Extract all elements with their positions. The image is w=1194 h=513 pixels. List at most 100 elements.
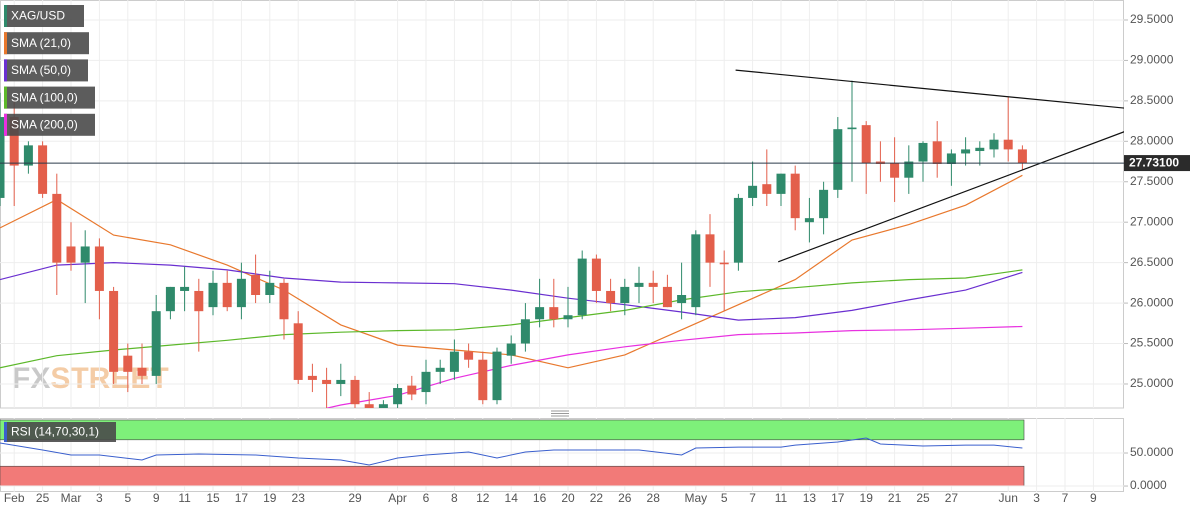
- legend-box: [4, 86, 95, 109]
- candle-body: [378, 404, 388, 408]
- x-tick-label: 21: [888, 491, 902, 505]
- candle-body: [904, 161, 914, 178]
- y-tick-label: 27.5000: [1130, 174, 1174, 188]
- x-tick-label: 22: [590, 491, 604, 505]
- candle-body: [449, 351, 459, 372]
- x-tick-label: 19: [263, 491, 277, 505]
- candle-body: [677, 294, 687, 304]
- x-tick-label: 26: [618, 491, 632, 505]
- x-tick-label: 25: [916, 491, 930, 505]
- x-tick-label: 23: [292, 491, 306, 505]
- candle-body: [520, 319, 530, 344]
- candle-body: [194, 290, 204, 312]
- x-tick-label: May: [684, 491, 707, 505]
- legend-swatch: [4, 113, 7, 136]
- x-tick-label: 11: [775, 491, 788, 505]
- x-tick-label: 5: [721, 491, 728, 505]
- candle-body: [492, 351, 502, 401]
- candle-body: [23, 145, 33, 166]
- x-tick-label: 25: [36, 491, 50, 505]
- x-tick-label: 9: [153, 491, 160, 505]
- x-tick-label: 17: [831, 491, 845, 505]
- panel-handle[interactable]: [551, 410, 569, 417]
- x-tick-label: 9: [1090, 491, 1097, 505]
- legend-item: SMA (100,0): [4, 86, 95, 109]
- legend-box: [4, 113, 95, 136]
- x-tick-label: 3: [96, 491, 103, 505]
- candle-body: [94, 246, 104, 291]
- legend-swatch: [4, 59, 7, 82]
- candle-body: [790, 173, 800, 219]
- legend-label: RSI (14,70,30,1): [11, 425, 99, 439]
- candle-body: [265, 282, 275, 295]
- overlay: Feb 25 Mar 3 5 9 11 15 17 19 23 29 Apr 6 8 12 14 16 20 22 26…: [4, 5, 1190, 505]
- legend-label: XAG/USD: [11, 9, 65, 23]
- candle-body: [38, 145, 48, 194]
- candle-body: [307, 375, 317, 380]
- x-tick-label: 29: [348, 491, 362, 505]
- rsi-band: [0, 419, 1025, 441]
- candle-body: [634, 282, 644, 287]
- candle-body: [719, 262, 729, 265]
- x-tick-label: 17: [235, 491, 249, 505]
- candle-body: [946, 153, 956, 164]
- y-tick-label: 29.0000: [1130, 53, 1174, 67]
- candle-body: [776, 173, 786, 194]
- candle-body: [932, 141, 942, 164]
- x-tick-label: 7: [1062, 491, 1069, 505]
- y-tick-label: 50.0000: [1130, 445, 1174, 459]
- candle-body: [1017, 149, 1027, 164]
- candle-body: [591, 258, 601, 291]
- candle-body: [66, 246, 76, 263]
- x-tick-label: 11: [178, 491, 191, 505]
- y-tick-label: 29.5000: [1130, 12, 1174, 26]
- y-tick-label: 0.0000: [1130, 478, 1167, 492]
- candle-body: [890, 163, 900, 178]
- watermark-left: FX: [12, 362, 50, 395]
- legend-label: SMA (200,0): [11, 117, 78, 131]
- candle-body: [165, 286, 175, 312]
- legend-item: SMA (50,0): [4, 59, 88, 82]
- candle-body: [350, 379, 360, 405]
- y-tick-label: 28.5000: [1130, 93, 1174, 107]
- legend-label: SMA (100,0): [11, 90, 78, 104]
- x-tick-label: 27: [945, 491, 959, 505]
- candle-body: [819, 189, 829, 219]
- x-tick-label: 3: [1033, 491, 1040, 505]
- candle-body: [364, 404, 374, 408]
- x-tick-label: 20: [561, 491, 575, 505]
- candle-body: [606, 290, 616, 304]
- candle-body: [1003, 139, 1013, 150]
- legend-box: [4, 5, 84, 27]
- x-tick-label: 6: [423, 491, 430, 505]
- candle-body: [506, 343, 516, 356]
- legend-label: SMA (21,0): [11, 36, 71, 50]
- x-tick-label: 7: [749, 491, 756, 505]
- legend-item: SMA (21,0): [4, 32, 89, 55]
- legend-box: [4, 32, 89, 55]
- candle-body: [421, 371, 431, 393]
- x-tick-label: 14: [505, 491, 519, 505]
- y-tick-label: 27.0000: [1130, 214, 1174, 228]
- x-tick-label: 12: [476, 491, 490, 505]
- rsi-plot: [0, 418, 1124, 492]
- candle-body: [705, 234, 715, 263]
- candle-body: [435, 367, 445, 372]
- candle-body: [222, 282, 232, 308]
- sma-line: [0, 261, 1023, 321]
- x-tick-label: 16: [533, 491, 547, 505]
- last-price-label: 27.73100: [1129, 156, 1179, 170]
- candle-body: [748, 185, 758, 198]
- candle-body: [535, 307, 545, 320]
- x-tick-label: Jun: [999, 491, 1018, 505]
- legend-box: [4, 59, 88, 82]
- trendline: [777, 131, 1124, 263]
- candle-body: [109, 290, 119, 372]
- legend-swatch: [4, 86, 7, 109]
- candle-body: [861, 125, 871, 164]
- candle-body: [833, 129, 843, 190]
- legend-item: XAG/USD: [4, 5, 84, 27]
- candle-body: [393, 388, 403, 405]
- x-tick-label: 13: [803, 491, 817, 505]
- candle-body: [52, 193, 62, 263]
